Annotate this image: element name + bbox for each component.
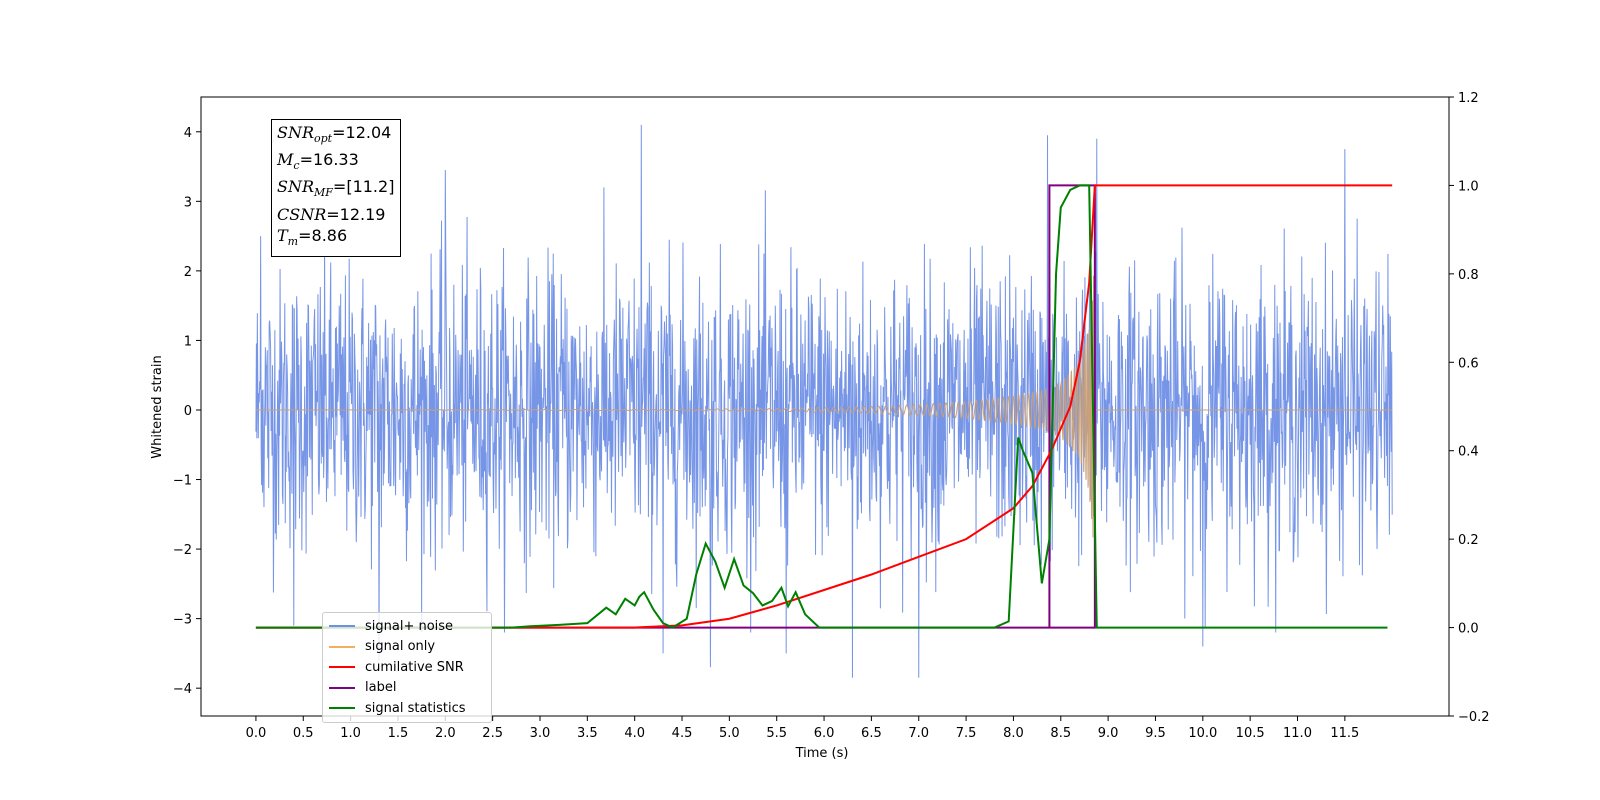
csnr-annotation: CSNR=12.19 bbox=[277, 204, 386, 224]
legend-swatch-cumulative-snr bbox=[329, 666, 355, 669]
y2-tick-label: 0.2 bbox=[1458, 533, 1479, 548]
legend-label-cumulative-snr: cumilative SNR bbox=[365, 659, 464, 675]
y2-tick-label: 1.2 bbox=[1458, 91, 1479, 106]
tm-annotation: Tm=8.86 bbox=[277, 225, 348, 248]
y-tick-label: 1 bbox=[184, 334, 192, 349]
legend-swatch-signal-statistics bbox=[329, 707, 355, 710]
legend-label-label: label bbox=[365, 680, 397, 696]
legend-swatch-signal-noise bbox=[329, 625, 355, 628]
plot-frame bbox=[200, 96, 1450, 717]
x-tick-label: 3.0 bbox=[530, 726, 551, 741]
y2-tick-label: 1.0 bbox=[1458, 179, 1479, 194]
legend: signal+ noise signal only cumilative SNR… bbox=[322, 612, 492, 723]
legend-item-signal-noise: signal+ noise bbox=[329, 616, 485, 637]
y-tick-label: −4 bbox=[173, 682, 192, 697]
x-tick-label: 2.0 bbox=[435, 726, 456, 741]
series-signal-noise bbox=[255, 124, 1393, 678]
metrics-annotation: SNRopt=12.04 Mc=16.33 SNRMF=[11.2] CSNR=… bbox=[271, 119, 402, 257]
x-tick-label: 7.0 bbox=[908, 726, 929, 741]
legend-swatch-label bbox=[329, 686, 355, 689]
y2-tick-label: 0.6 bbox=[1458, 356, 1479, 371]
y-tick-label: 0 bbox=[184, 404, 192, 419]
series-layer bbox=[255, 124, 1393, 678]
legend-item-signal-only: signal only bbox=[329, 637, 485, 658]
x-tick-label: 1.5 bbox=[388, 726, 409, 741]
x-tick-label: 5.0 bbox=[719, 726, 740, 741]
y2-tick-label: 0.8 bbox=[1458, 268, 1479, 283]
legend-item-label: label bbox=[329, 678, 485, 699]
legend-label-signal-noise: signal+ noise bbox=[365, 618, 454, 634]
legend-item-cumulative-snr: cumilative SNR bbox=[329, 657, 485, 678]
y-tick-label: 2 bbox=[184, 265, 192, 280]
x-tick-label: 8.0 bbox=[1003, 726, 1024, 741]
x-tick-label: 9.0 bbox=[1098, 726, 1119, 741]
y2-tick-label: 0.4 bbox=[1458, 445, 1479, 460]
x-tick-label: 3.5 bbox=[577, 726, 598, 741]
snr-opt-annotation: SNRopt=12.04 bbox=[277, 123, 392, 146]
x-tick-label: 2.5 bbox=[482, 726, 503, 741]
y-tick-label: 3 bbox=[184, 195, 192, 210]
mc-annotation: Mc=16.33 bbox=[277, 150, 359, 173]
x-tick-label: 6.0 bbox=[814, 726, 835, 741]
series-signal-statistics bbox=[255, 184, 1388, 629]
x-tick-label: 0.5 bbox=[293, 726, 314, 741]
x-tick-label: 7.5 bbox=[956, 726, 977, 741]
x-tick-label: 6.5 bbox=[861, 726, 882, 741]
x-tick-label: 9.5 bbox=[1145, 726, 1166, 741]
x-tick-label: 10.0 bbox=[1188, 726, 1217, 741]
x-tick-label: 11.0 bbox=[1283, 726, 1312, 741]
y-axis-ticks: −4 −3 −2 −1 0 1 2 3 4 bbox=[173, 126, 201, 697]
series-cumulative-snr bbox=[255, 184, 1393, 629]
legend-label-signal-statistics: signal statistics bbox=[365, 700, 466, 716]
snr-mf-annotation: SNRMF=[11.2] bbox=[277, 177, 395, 200]
x-tick-label: 4.5 bbox=[672, 726, 693, 741]
x-tick-label: 10.5 bbox=[1236, 726, 1265, 741]
x-tick-label: 5.5 bbox=[766, 726, 787, 741]
y2-tick-label: 0.0 bbox=[1458, 622, 1479, 637]
y2-tick-label: −0.2 bbox=[1458, 710, 1490, 725]
legend-item-signal-statistics: signal statistics bbox=[329, 698, 485, 719]
y-tick-label: −1 bbox=[173, 474, 192, 489]
x-tick-label: 4.0 bbox=[624, 726, 645, 741]
legend-swatch-signal-only bbox=[329, 645, 355, 648]
y-tick-label: 4 bbox=[184, 126, 192, 141]
y-tick-label: −3 bbox=[173, 613, 192, 628]
y-axis-title: Whitened strain bbox=[150, 355, 165, 458]
x-tick-label: 1.0 bbox=[340, 726, 361, 741]
x-tick-label: 11.5 bbox=[1330, 726, 1359, 741]
x-axis-title: Time (s) bbox=[795, 746, 849, 761]
x-axis-ticks: 0.0 0.5 1.0 1.5 2.0 2.5 3.0 3.5 4.0 4.5 5.0 5.5 6.0 6… bbox=[246, 716, 1359, 741]
y-tick-label: −2 bbox=[173, 543, 192, 558]
series-signal-only bbox=[255, 275, 1393, 538]
x-tick-label: 0.0 bbox=[246, 726, 267, 741]
y2-axis-ticks: −0.2 0.0 0.2 0.4 0.6 0.8 1.0 1.2 bbox=[1449, 91, 1490, 725]
legend-label-signal-only: signal only bbox=[365, 639, 436, 655]
x-tick-label: 8.5 bbox=[1050, 726, 1071, 741]
